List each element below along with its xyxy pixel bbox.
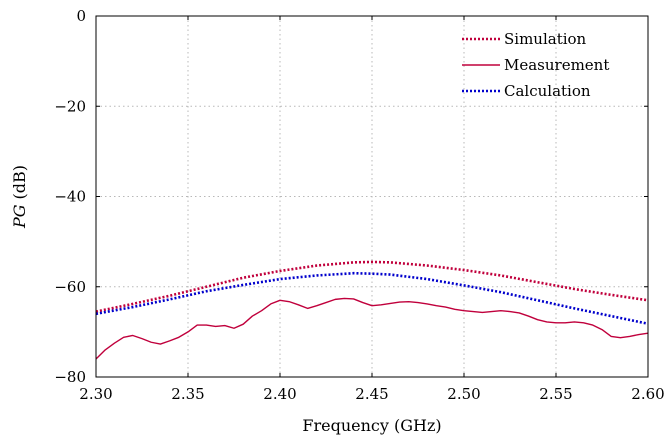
- x-tick-label: 2.40: [263, 385, 296, 403]
- axis-labels: 2.30 2.35 2.40 2.45 2.50 2.55 2.60 0 −20 −40 −60 −8…: [54, 7, 664, 403]
- x-tick-label: 2.35: [171, 385, 204, 403]
- x-tick-label: 2.60: [631, 385, 664, 403]
- x-tick-label: 2.30: [79, 385, 112, 403]
- axis-ticks: [95, 15, 649, 378]
- legend: Simulation Measurement Calculation: [462, 30, 609, 100]
- legend-label-simulation: Simulation: [504, 30, 587, 48]
- series-line-measurement: [95, 297, 649, 360]
- y-tick-label: 0: [76, 7, 86, 25]
- plot-series: [95, 260, 649, 360]
- legend-label-calculation: Calculation: [504, 82, 591, 100]
- series-line-simulation: [95, 260, 649, 313]
- x-tick-label: 2.55: [539, 385, 572, 403]
- y-axis-title-unit: (dB): [10, 165, 29, 199]
- y-axis-title-symbol: PG: [10, 204, 29, 229]
- x-axis-title: Frequency (GHz): [302, 416, 441, 435]
- grid: [96, 16, 648, 377]
- x-tick-label: 2.45: [355, 385, 388, 403]
- y-axis-title: PG (dB): [10, 165, 29, 229]
- series-line-calculation: [95, 271, 649, 326]
- y-tick-label: −60: [54, 278, 86, 296]
- x-tick-label: 2.50: [447, 385, 480, 403]
- y-tick-label: −80: [54, 368, 86, 386]
- y-tick-label: −40: [54, 188, 86, 206]
- y-tick-label: −20: [54, 97, 86, 115]
- legend-label-measurement: Measurement: [504, 56, 609, 74]
